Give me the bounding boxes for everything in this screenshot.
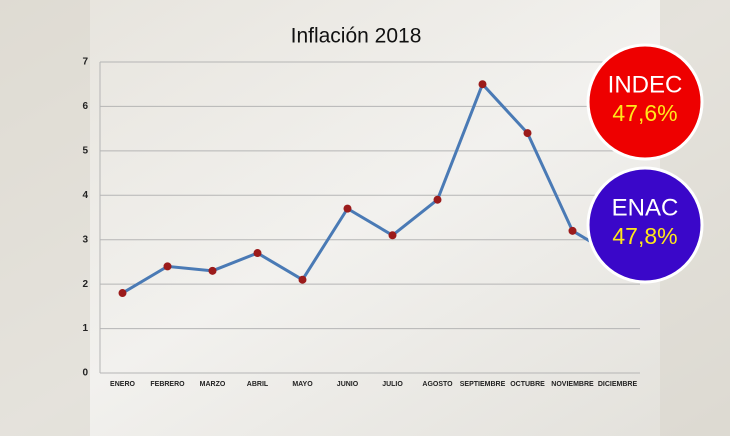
x-tick-label: FEBRERO (150, 381, 185, 388)
y-tick-label: 7 (82, 57, 88, 68)
badge-value: 47,8% (612, 223, 677, 249)
point (568, 226, 577, 235)
x-tick-label: JUNIO (337, 381, 359, 388)
badge (586, 43, 704, 161)
y-tick-label: 0 (82, 368, 88, 379)
point (163, 262, 172, 271)
y-tick-label: 4 (82, 190, 88, 201)
point (523, 129, 532, 138)
badge-label: ENAC (612, 194, 679, 221)
x-tick-label: MARZO (200, 381, 226, 388)
point (388, 231, 397, 240)
point (298, 275, 307, 284)
y-tick-label: 5 (82, 145, 88, 156)
shelf-left (0, 0, 90, 436)
point (433, 195, 442, 204)
x-tick-label: SEPTIEMBRE (460, 381, 506, 388)
x-tick-label: JULIO (382, 381, 403, 388)
x-tick-label: NOVIEMBRE (551, 381, 594, 388)
x-tick-label: ABRIL (247, 381, 269, 388)
point (118, 289, 127, 298)
grid: 0 1 2 3 4 5 6 7 ENERO FEBRERO MARZO ABRIL MAYO JUNIO J… (82, 57, 640, 388)
y-tick-label: 1 (82, 323, 88, 334)
badge-label: INDEC (608, 71, 683, 98)
point (343, 204, 352, 213)
y-tick-label: 6 (82, 101, 88, 112)
x-tick-label: DICIEMBRE (598, 381, 638, 388)
chart-title: Inflación 2018 (291, 25, 422, 48)
y-tick-label: 2 (82, 279, 88, 290)
x-tick-label: MAYO (292, 381, 313, 388)
x-tick-label: OCTUBRE (510, 381, 545, 388)
x-tick-label: ENERO (110, 381, 135, 388)
badge-value: 47,6% (612, 100, 677, 126)
badge (586, 166, 704, 284)
x-tick-label: AGOSTO (422, 381, 453, 388)
point (208, 266, 217, 275)
y-tick-label: 3 (82, 234, 88, 245)
point (478, 80, 487, 89)
line (121, 81, 619, 295)
point (253, 249, 262, 258)
plot (118, 80, 622, 298)
